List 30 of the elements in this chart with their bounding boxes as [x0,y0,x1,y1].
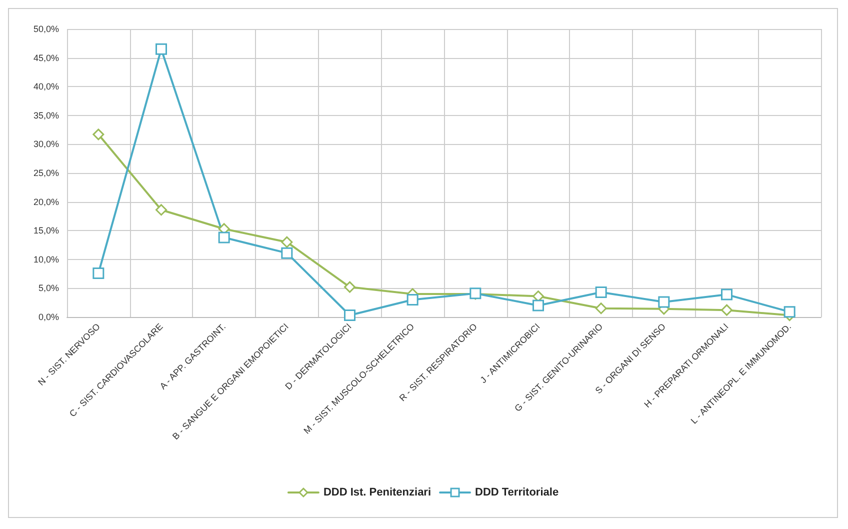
point [406,294,418,306]
point [281,236,293,248]
y-tick-label: 45,0% [33,52,59,63]
legend-label: DDD Ist. Penitenziari [323,486,432,498]
y-tick-label: 40,0% [33,82,59,92]
point [156,43,167,55]
point [92,267,104,279]
point [92,128,104,140]
point [344,310,356,322]
point [721,304,732,316]
y-tick-label: 0,0% [38,312,59,322]
y-tick-label: 15,0% [33,226,59,236]
legend-label: DDD Territoriale [475,486,559,498]
y-tick-label: 20,0% [33,196,59,207]
y-tick-label: 10,0% [33,254,59,264]
y-tick-label: 50,0% [33,24,59,34]
y-tick-label: 35,0% [33,110,59,120]
point [156,204,167,216]
point [218,232,230,244]
y-tick-label: 25,0% [33,168,59,178]
point [721,288,732,300]
y-tick-label: 5,0% [38,283,59,294]
point [595,302,607,314]
point [658,296,670,308]
y-tick-label: 30,0% [33,139,59,150]
point [595,286,607,298]
point [344,281,356,293]
point [532,300,544,312]
point [281,247,293,259]
point [784,306,796,318]
